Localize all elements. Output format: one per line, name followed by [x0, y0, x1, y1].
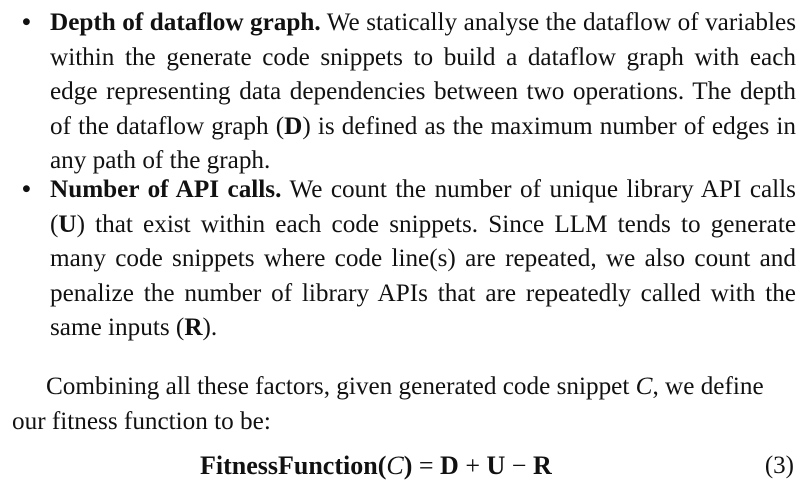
variable-c: C: [635, 373, 653, 400]
symbol-r: R: [184, 314, 203, 342]
bullet-text: We statically analyse the dataflow of va…: [50, 9, 796, 140]
bullet-marker: •: [22, 9, 31, 36]
bullet-lead-api-calls: Number of API calls.: [50, 175, 282, 203]
bullet-text: ) is defined as the maximum number of ed…: [50, 112, 797, 175]
paragraph-text: , we define our fitness function to be:: [12, 373, 764, 435]
equation-term-r: R: [532, 451, 552, 480]
equation-fitness: FitnessFunction(C) = D + U − R (3): [0, 446, 808, 486]
symbol-d: D: [284, 112, 303, 140]
bullet-text: ) that exist within each code snippets. …: [50, 210, 796, 342]
bullet-text: ).: [202, 314, 218, 342]
equation-function-name: FitnessFunction: [200, 451, 378, 480]
equation-body: FitnessFunction(C) = D + U − R: [200, 446, 552, 486]
equation-term-d: D: [440, 451, 459, 480]
equation-open-paren: (: [377, 451, 387, 480]
equation-minus: −: [505, 451, 533, 480]
equation-plus: +: [458, 451, 487, 480]
bullet-lead-depth: Depth of dataflow graph.: [50, 9, 321, 36]
equation-variable: C: [386, 451, 404, 480]
bullet-text: We count the number of unique library AP…: [50, 175, 796, 238]
body-paragraph: Combining all these factors, given gener…: [12, 370, 798, 439]
paragraph-text: Combining all these factors, given gener…: [46, 373, 636, 400]
bullet-item-api-calls: • Number of API calls. We count the numb…: [0, 173, 808, 346]
bullet-item-depth: • Depth of dataflow graph. We statically…: [0, 6, 808, 179]
equation-close-paren: ): [403, 451, 413, 480]
bullet-marker: •: [22, 175, 31, 203]
bullet-list: • Depth of dataflow graph. We statically…: [0, 6, 808, 346]
equation-number: (3): [764, 452, 794, 479]
equation-equals: =: [412, 451, 441, 480]
symbol-u: U: [58, 210, 77, 238]
equation-term-u: U: [486, 451, 506, 480]
